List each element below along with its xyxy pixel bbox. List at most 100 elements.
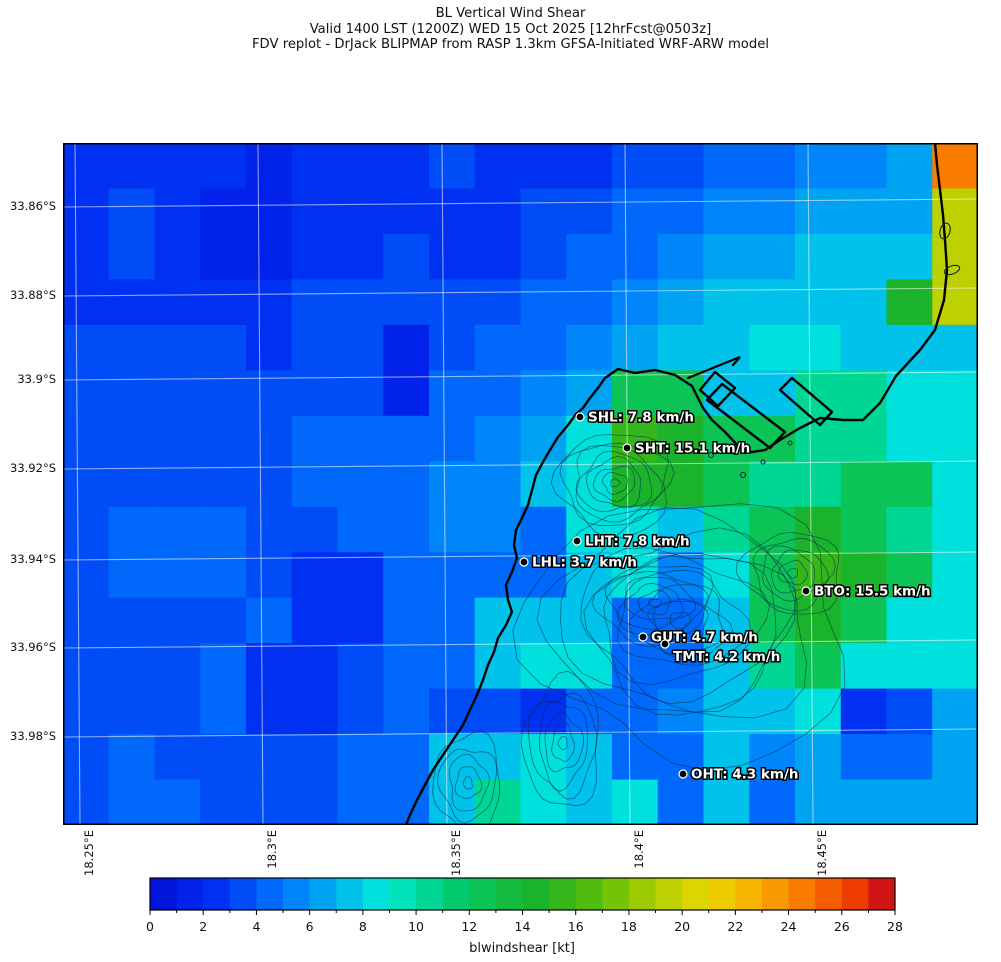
- plot-valid-time: Valid 1400 LST (1200Z) WED 15 Oct 2025 […: [309, 21, 712, 37]
- colorbar-caption: blwindshear [kt]: [469, 941, 575, 956]
- heatmap-cell: [520, 506, 568, 554]
- colorbar-segment: [442, 878, 470, 910]
- heatmap-cell: [429, 370, 476, 417]
- heatmap-cell: [886, 597, 934, 645]
- terrain-contour: [603, 555, 770, 686]
- colorbar-segment: [522, 878, 550, 910]
- colorbar-segment: [362, 878, 390, 910]
- colorbar-segment: [682, 878, 710, 910]
- colorbar-segment: [628, 878, 657, 910]
- colorbar-tick-label: 0: [146, 919, 154, 934]
- colorbar-segment: [256, 878, 284, 910]
- heatmap-cell: [337, 552, 385, 599]
- heatmap-cell: [154, 324, 202, 372]
- heatmap-cell: [429, 552, 476, 599]
- heatmap-cell: [932, 324, 978, 372]
- longitude-gridline: [257, 143, 264, 825]
- station-label-GUT: GUT: 4.7 km/h: [651, 630, 758, 646]
- heatmap-cell: [154, 188, 202, 235]
- heatmap-cell: [383, 779, 430, 825]
- heatmap-cell: [840, 597, 888, 645]
- latitude-gridline: [63, 639, 978, 649]
- heatmap-cell: [886, 370, 934, 417]
- heatmap-cell: [383, 688, 430, 736]
- plot-model-info: FDV replot - DrJack BLIPMAP from RASP 1.…: [251, 37, 770, 53]
- terrain-contour: [735, 531, 840, 615]
- terrain-contour: [652, 600, 734, 662]
- plot-title: BL Vertical Wind Shear: [435, 6, 586, 21]
- heatmap-cell: [108, 370, 156, 417]
- station-markers: SHL: 7.8 km/h SHT: 15.1 km/h LHT: 7.8 km/h…: [519, 408, 932, 784]
- colorbar-segment: [283, 878, 311, 910]
- heatmap-cell: [566, 143, 613, 190]
- heatmap-cell: [886, 734, 934, 781]
- heatmap-cell: [63, 779, 110, 825]
- y-tick-label: 33.88°S: [10, 288, 56, 302]
- heatmap-cell: [612, 506, 659, 554]
- heatmap-cell: [612, 143, 659, 190]
- heatmap-cell: [200, 415, 247, 463]
- heatmap-cell: [154, 597, 202, 645]
- y-tick-label: 33.98°S: [10, 729, 56, 743]
- heatmap-cell: [246, 143, 293, 190]
- heatmap-cell: [703, 233, 751, 281]
- heatmap-cell: [886, 688, 934, 736]
- heatmap-cell: [291, 643, 339, 690]
- heatmap-cell: [63, 324, 110, 372]
- latitude-gridline: [63, 460, 978, 470]
- colorbar-segment: [655, 878, 683, 910]
- heatmap-cell: [200, 643, 247, 690]
- station-dot-LHT: [572, 536, 582, 546]
- heatmap-cell: [429, 415, 476, 463]
- terrain-contour: [752, 537, 836, 612]
- terrain-contour: [520, 670, 599, 807]
- coastline-path: [404, 143, 949, 825]
- islet: [760, 459, 766, 465]
- y-tick-label: 33.96°S: [10, 640, 56, 654]
- terrain-contour: [580, 547, 777, 705]
- heatmap-cell: [840, 688, 888, 736]
- heatmap-cell: [337, 143, 385, 190]
- heatmap-cell: [246, 688, 293, 736]
- heatmap-cell: [566, 233, 613, 281]
- colorbar-segment: [575, 878, 603, 910]
- heatmap-cell: [657, 415, 705, 463]
- terrain-contour: [551, 722, 575, 762]
- heatmap-cell: [932, 415, 978, 463]
- heatmap-cell: [154, 506, 202, 554]
- heatmap-cell: [932, 552, 978, 599]
- heatmap-cell: [520, 188, 568, 235]
- heatmap-cell: [932, 643, 978, 690]
- station-dot-TMT: [660, 639, 670, 649]
- heatmap-cell: [566, 188, 613, 235]
- colorbar-segment: [150, 878, 178, 910]
- heatmap-cell: [383, 461, 430, 508]
- latitude-gridline: [63, 287, 978, 297]
- heatmap-cell: [703, 188, 751, 235]
- terrain-contour: [432, 730, 501, 825]
- heatmap-cell: [429, 324, 476, 372]
- heatmap-cell: [749, 506, 796, 554]
- heatmap-cell: [63, 188, 110, 235]
- station-dot-SHT: [622, 443, 632, 453]
- longitude-gridline: [441, 143, 448, 825]
- heatmap-cell: [154, 734, 202, 781]
- heatmap-cell: [520, 779, 568, 825]
- heatmap-cell: [840, 415, 888, 463]
- heatmap-cell: [703, 143, 751, 190]
- heatmap-cell: [612, 324, 659, 372]
- heatmap-cell: [703, 779, 751, 825]
- heatmap-cell: [429, 279, 476, 326]
- heatmap-cell: [63, 643, 110, 690]
- heatmap-cell: [474, 415, 522, 463]
- station-label-LHT: LHT: 7.8 km/h: [585, 534, 690, 550]
- colorbar-tick-label: 14: [515, 919, 531, 934]
- heatmap-cell: [474, 233, 522, 281]
- heatmap-cell: [337, 188, 385, 235]
- heatmap-cell: [383, 188, 430, 235]
- heatmap-cell: [200, 734, 247, 781]
- heatmap-cell: [108, 143, 156, 190]
- station-label-BTO: BTO: 15.5 km/h: [814, 584, 931, 600]
- heatmap-cell: [932, 597, 978, 645]
